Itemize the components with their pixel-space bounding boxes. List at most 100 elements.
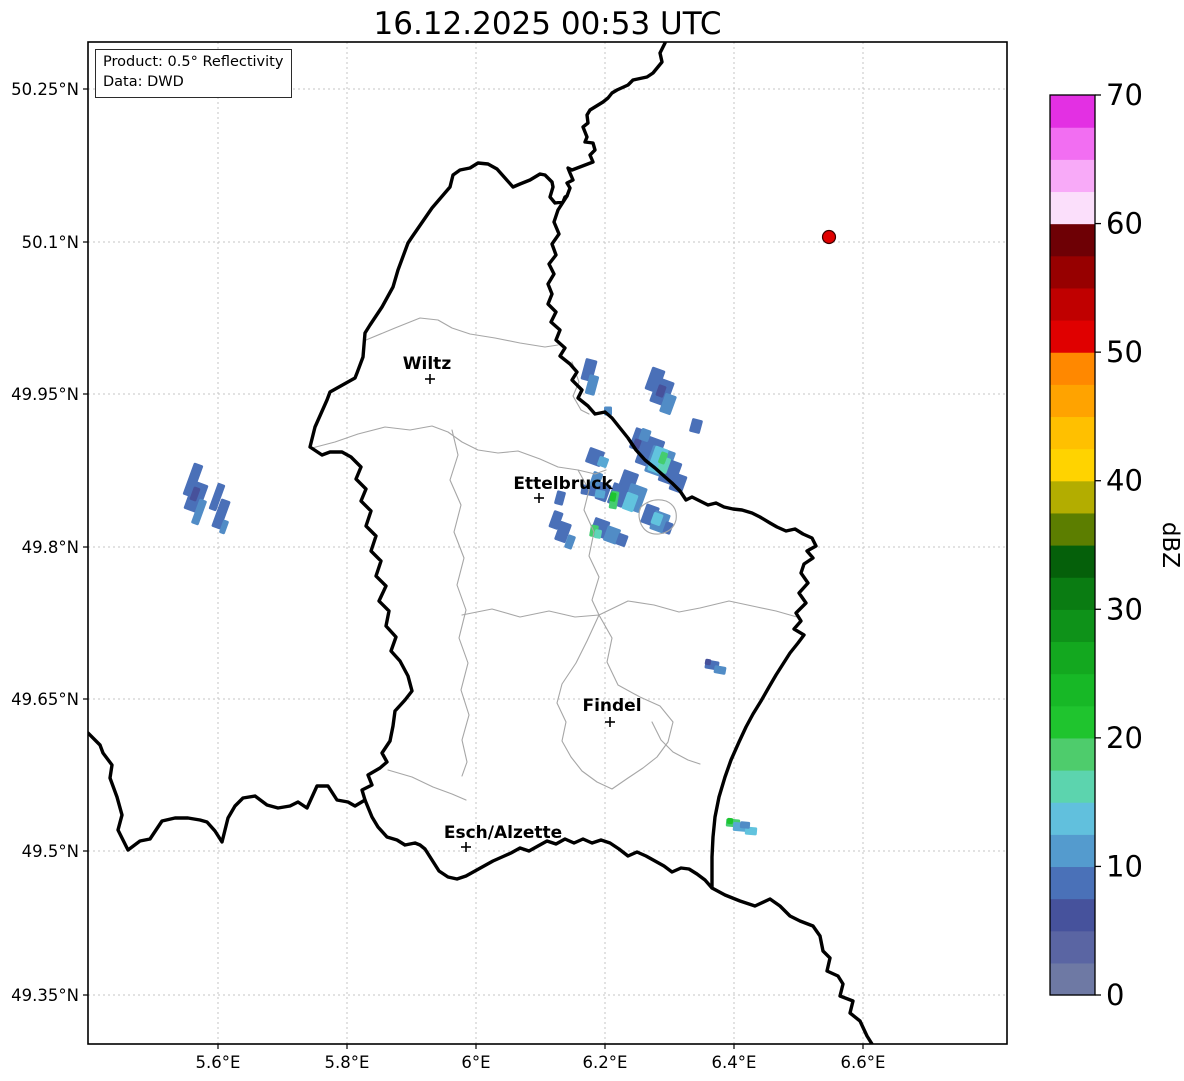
- echo-pixel: [668, 472, 688, 494]
- colorbar-segment: [1050, 255, 1095, 289]
- echo-pixel: [588, 471, 604, 489]
- plot-title: 16.12.2025 00:53 UTC: [373, 6, 722, 42]
- district-border-path: [365, 317, 559, 348]
- echo-pixel: [548, 510, 564, 530]
- info-box-source: Data: DWD: [103, 74, 184, 91]
- echo-pixel: [594, 529, 602, 539]
- radar-site-dot: [821, 229, 837, 245]
- colorbar-segment: [1050, 512, 1095, 546]
- colorbar-segment: [1050, 416, 1095, 450]
- x-tick-label: 6.2°E: [583, 1053, 628, 1072]
- x-tick-label: 6.4°E: [712, 1053, 757, 1072]
- colorbar-tick-label: 0: [1106, 978, 1124, 1012]
- colorbar-segment: [1050, 641, 1095, 675]
- colorbar-segment: [1050, 737, 1095, 771]
- district-border-path: [651, 721, 701, 765]
- border-luxembourg: [308, 161, 818, 890]
- x-tick-label: 5.6°E: [196, 1053, 241, 1072]
- border-de-be: [565, 42, 667, 198]
- y-tick-label: 49.95°N: [11, 385, 79, 404]
- echo-pixel: [659, 392, 677, 416]
- radar-site-marker: [821, 229, 837, 245]
- echo-pixel: [554, 520, 572, 544]
- border-fr-de: [710, 886, 874, 1044]
- district-border-path: [449, 429, 470, 777]
- colorbar-tick-label: 40: [1106, 464, 1143, 498]
- country-borders: [88, 42, 874, 1044]
- echo-pixel: [191, 498, 207, 526]
- colorbar-segment: [1050, 95, 1095, 128]
- district-border-path: [577, 469, 600, 616]
- y-tick-label: 50.25°N: [11, 80, 79, 99]
- colorbar-segment: [1050, 962, 1095, 996]
- echo-pixel: [655, 384, 667, 398]
- info-box: Product: 0.5° Reflectivity Data: DWD: [95, 49, 293, 98]
- echo-pixel: [744, 826, 758, 836]
- colorbar-segment: [1050, 480, 1095, 514]
- echo-pixel: [658, 451, 668, 465]
- city-label: Esch/Alzette: [444, 823, 562, 843]
- echo-pixel: [644, 366, 666, 394]
- colorbar-tick-label: 20: [1106, 721, 1143, 755]
- district-border-path: [638, 499, 677, 535]
- colorbar-tick-label: 30: [1106, 592, 1143, 626]
- border-be-fr: [88, 731, 367, 852]
- city-labels: Wiltz Ettelbruck Findel Esch/Alzette: [403, 354, 642, 852]
- colorbar-segment: [1050, 159, 1095, 193]
- colorbar-segment: [1050, 223, 1095, 257]
- colorbar-segment: [1050, 705, 1095, 739]
- colorbar-segment: [1050, 866, 1095, 900]
- district-border-path: [461, 600, 798, 618]
- colorbar-segment: [1050, 609, 1095, 643]
- radar-echoes: [182, 358, 758, 836]
- echo-pixel: [594, 489, 606, 499]
- colorbar-segment: [1050, 127, 1095, 160]
- echo-pixel: [554, 490, 566, 506]
- echo-pixel: [597, 456, 609, 468]
- city-label: Wiltz: [403, 354, 452, 374]
- colorbar-segment: [1050, 673, 1095, 707]
- district-border-path: [556, 614, 674, 790]
- graticule-gridlines: [88, 42, 1007, 1044]
- y-tick-label: 49.8°N: [22, 538, 79, 557]
- map-frame: [87, 41, 1008, 1045]
- district-border-path: [311, 425, 607, 475]
- colorbar-tick-label: 10: [1106, 849, 1143, 883]
- colorbar-segment: [1050, 384, 1095, 418]
- colorbar-tick-label: 50: [1106, 335, 1143, 369]
- colorbar-segment: [1050, 802, 1095, 835]
- colorbar-segment: [1050, 287, 1095, 321]
- district-border-path: [387, 769, 467, 801]
- echo-pixel: [739, 821, 751, 829]
- colorbar-tick-label: 70: [1106, 78, 1143, 112]
- echo-pixel: [564, 534, 576, 550]
- echo-pixel: [726, 817, 734, 825]
- echo-pixel: [182, 462, 204, 498]
- colorbar-segment: [1050, 898, 1095, 932]
- y-tick-label: 49.65°N: [11, 690, 79, 709]
- echo-pixel: [603, 525, 621, 545]
- colorbar-frame: [1049, 94, 1096, 996]
- echo-pixel: [219, 519, 229, 535]
- colorbar-tick-label: 60: [1106, 207, 1143, 241]
- echo-pixel: [609, 492, 617, 502]
- colorbar-segment: [1050, 191, 1095, 225]
- x-tick-label: 6°E: [461, 1053, 490, 1072]
- echo-pixel: [650, 512, 664, 526]
- colorbar-segment: [1050, 320, 1095, 353]
- x-tick-label: 6.6°E: [841, 1053, 886, 1072]
- colorbar-axis-label: dBZ: [1157, 522, 1183, 568]
- echo-pixel: [704, 658, 712, 666]
- y-tick-label: 50.1°N: [22, 233, 79, 252]
- colorbar: 0 10 20 30 40 50 60 70 dBZ: [1049, 78, 1183, 1012]
- colorbar-segment: [1050, 577, 1095, 610]
- x-tick-label: 5.8°E: [325, 1053, 370, 1072]
- city-label: Ettelbruck: [513, 474, 613, 494]
- echo-pixel: [189, 486, 201, 502]
- echo-pixel: [211, 498, 231, 530]
- colorbar-segment: [1050, 930, 1095, 964]
- colorbar-segment: [1050, 352, 1095, 385]
- colorbar-segment: [1050, 834, 1095, 868]
